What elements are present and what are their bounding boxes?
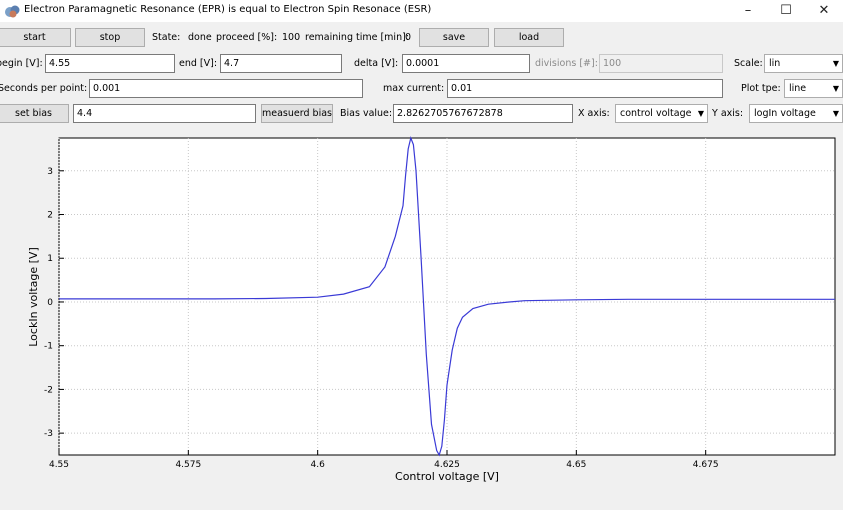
delta-input[interactable]: 0.0001 — [402, 54, 530, 73]
x-axis-ticks: 4.55 4.575 4.6 4.625 4.65 4.675 — [49, 450, 719, 470]
seconds-per-point-input[interactable]: 0.001 — [89, 79, 363, 98]
proceed-label: proceed [%]: — [216, 32, 278, 43]
scale-label: Scale: — [734, 58, 763, 69]
chevron-down-icon: ▼ — [832, 109, 839, 118]
scale-select[interactable]: lin ▼ — [764, 54, 843, 73]
save-button[interactable]: save — [419, 28, 489, 47]
end-label: end [V]: — [179, 58, 218, 69]
y-axis-ticks: 3 2 1 0 -1 -2 -3 — [44, 167, 64, 439]
plot-area — [58, 137, 836, 456]
remaining-time-value: 0 — [405, 32, 412, 43]
y-tick-label: -2 — [44, 385, 53, 395]
plot-type-select[interactable]: line ▼ — [784, 79, 843, 98]
divisions-label: divisions [#]: — [535, 58, 598, 69]
grid-lines — [58, 138, 835, 455]
scale-select-value: lin — [769, 58, 781, 69]
y-tick-label: 3 — [47, 167, 53, 177]
plot-type-select-value: line — [789, 83, 807, 94]
chevron-down-icon: ▼ — [697, 109, 704, 118]
x-tick-label: 4.6 — [311, 460, 326, 470]
y-tick-label: 0 — [47, 298, 53, 308]
max-current-label: max current: — [383, 83, 445, 94]
x-tick-label: 4.625 — [434, 460, 460, 470]
maximize-button[interactable]: ☐ — [780, 3, 792, 18]
bias-input[interactable]: 4.4 — [73, 104, 256, 123]
y-axis-select-value: logIn voltage — [754, 108, 816, 119]
x-tick-label: 4.675 — [693, 460, 719, 470]
chevron-down-icon: ▼ — [832, 84, 839, 93]
state-value: done — [188, 32, 212, 43]
y-tick-label: 1 — [47, 254, 53, 264]
remaining-time-label: remaining time [min]: — [305, 32, 409, 43]
x-axis-select-value: control voltage — [620, 108, 692, 119]
bias-value-label: Bias value: — [340, 108, 393, 119]
x-tick-label: 4.65 — [566, 460, 586, 470]
bias-value-field: 2.8262705767672878 — [393, 104, 573, 123]
close-button[interactable]: ✕ — [818, 3, 830, 18]
y-tick-label: -3 — [44, 429, 53, 439]
x-axis-label: X axis: — [578, 108, 610, 119]
begin-label: begin [V]: — [0, 58, 43, 69]
state-label: State: — [152, 32, 181, 43]
set-bias-button[interactable]: set bias — [0, 104, 69, 123]
minimize-button[interactable]: – — [744, 3, 752, 18]
x-tick-label: 4.55 — [49, 460, 69, 470]
window-title: Electron Paramagnetic Resonance (EPR) is… — [24, 4, 432, 15]
end-input[interactable]: 4.7 — [220, 54, 342, 73]
epr-chart[interactable]: 4.55 4.575 4.6 4.625 4.65 4.675 3 2 1 0 -1 -2 -3 Co… — [0, 128, 843, 500]
chevron-down-icon: ▼ — [832, 59, 839, 68]
y-tick-label: -1 — [44, 342, 53, 352]
title-bar: Electron Paramagnetic Resonance (EPR) is… — [0, 0, 843, 22]
seconds-per-point-label: Seconds per point: — [0, 83, 88, 94]
plot-type-label: Plot tpe: — [741, 83, 781, 94]
y-axis-title: LockIn voltage [V] — [27, 247, 40, 347]
divisions-input: 100 — [599, 54, 723, 73]
x-tick-label: 4.575 — [175, 460, 201, 470]
stop-button[interactable]: stop — [75, 28, 145, 47]
y-axis-select[interactable]: logIn voltage ▼ — [749, 104, 843, 123]
series-line — [59, 136, 835, 457]
y-tick-label: 2 — [47, 211, 53, 221]
max-current-input[interactable]: 0.01 — [447, 79, 723, 98]
app-icon — [5, 5, 20, 18]
x-axis-select[interactable]: control voltage ▼ — [615, 104, 708, 123]
delta-label: delta [V]: — [354, 58, 399, 69]
start-button[interactable]: start — [0, 28, 71, 47]
measured-bias-button[interactable]: measuerd bias — [261, 104, 333, 123]
begin-input[interactable]: 4.55 — [45, 54, 175, 73]
load-button[interactable]: load — [494, 28, 564, 47]
x-axis-title: Control voltage [V] — [395, 470, 499, 483]
y-axis-label: Y axis: — [712, 108, 744, 119]
proceed-value: 100 — [282, 32, 301, 43]
